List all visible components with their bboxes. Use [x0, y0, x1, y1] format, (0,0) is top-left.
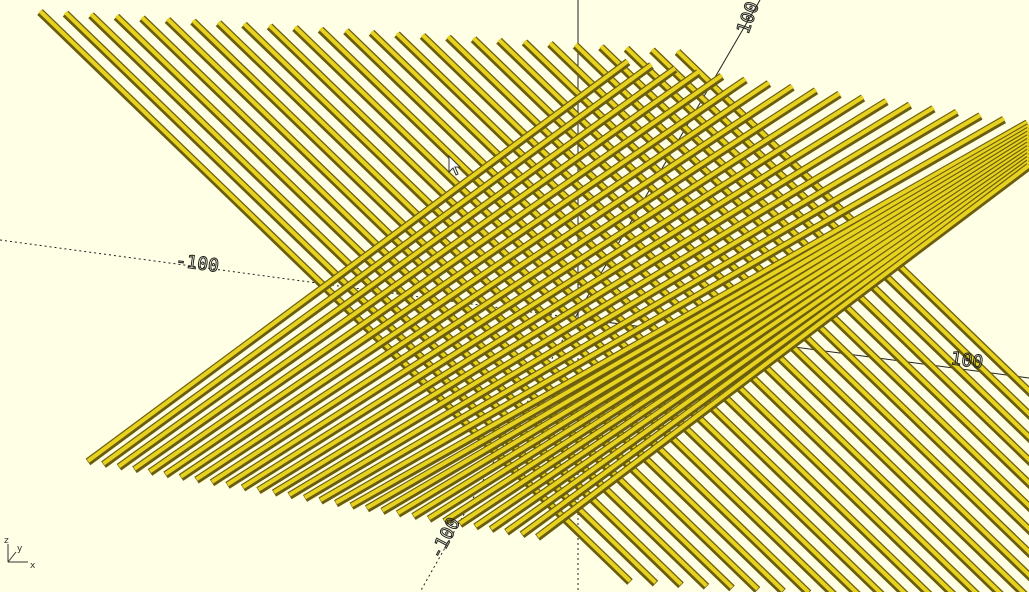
gizmo-x-label: x [30, 561, 36, 571]
rod-b-4 [148, 73, 724, 474]
mouse-pointer-icon [448, 154, 462, 176]
rod-b-23 [443, 142, 1029, 523]
rod-a-3 [115, 14, 708, 588]
rod-b-24 [458, 145, 1029, 526]
rod-b-8 [210, 88, 818, 484]
rod-layer-b [85, 58, 1029, 541]
rod-b-19 [381, 127, 1029, 513]
rod-b-5 [164, 77, 747, 476]
rod-b-9 [226, 91, 841, 487]
rod-a-22 [599, 44, 1029, 463]
x-pos-scale-label: 100 [949, 348, 984, 373]
rod-b-15 [319, 113, 982, 502]
rod-a-21 [574, 43, 1029, 486]
rod-b-22 [427, 138, 1029, 520]
rod-b-10 [241, 95, 865, 489]
rod-b-11 [257, 98, 888, 492]
rod-a-23 [625, 46, 1029, 440]
rod-b-29 [536, 163, 1029, 538]
gizmo-y-label: y [17, 544, 23, 554]
rod-b-18 [366, 124, 1029, 510]
rod-b-12 [272, 102, 912, 494]
rod-b-17 [350, 120, 1029, 507]
rod-a-20 [548, 41, 1029, 509]
z-pos-scale-label: 100 [733, 0, 764, 37]
rod-a-25 [676, 49, 1029, 394]
rod-b-1 [102, 62, 653, 466]
x-neg-scale-label: -100 [174, 250, 220, 277]
rod-a-24 [650, 47, 1029, 417]
rod-b-0 [86, 59, 630, 463]
rod-b-26 [489, 152, 1029, 531]
rod-b-27 [505, 156, 1029, 533]
rod-b-25 [474, 149, 1029, 528]
rod-b-3 [133, 70, 700, 471]
rod-a-8 [242, 22, 836, 592]
rod-b-13 [288, 106, 935, 497]
x-axis-negative [0, 239, 576, 319]
rod-b-2 [117, 66, 677, 468]
rod-b-21 [412, 134, 1029, 518]
rod-b-16 [335, 116, 1005, 505]
rod-b-7 [195, 84, 794, 481]
rod-a-9 [268, 23, 859, 592]
axis-gizmo: x z y [4, 536, 36, 571]
rod-b-28 [520, 160, 1029, 536]
rod-b-20 [396, 131, 1029, 515]
rod-b-14 [303, 109, 959, 500]
rod-b-6 [179, 80, 771, 479]
gizmo-z-label: z [4, 536, 9, 546]
